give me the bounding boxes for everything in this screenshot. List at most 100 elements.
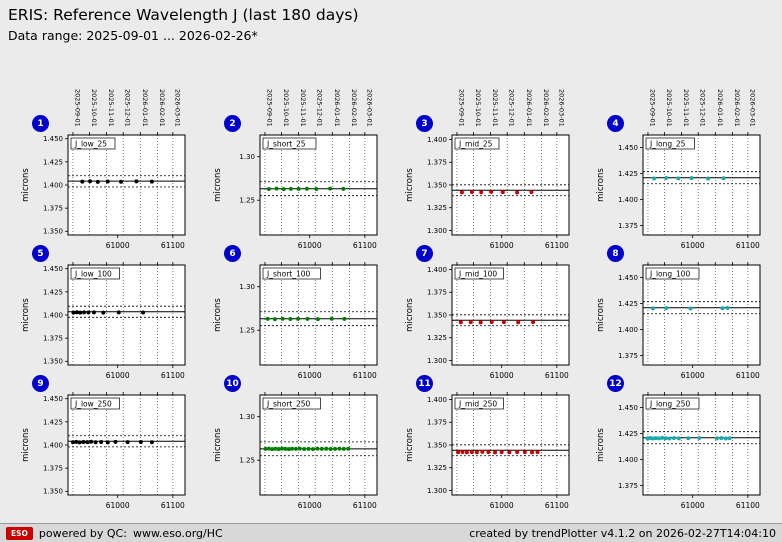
y-axis-label: microns	[21, 298, 31, 332]
date-tick-label: 2025-09-01	[265, 89, 273, 127]
x-tick-label: 61000	[298, 241, 322, 250]
data-points	[80, 179, 154, 184]
date-tick-label: 2026-01-01	[141, 89, 149, 127]
y-tick-label: 1.400	[427, 396, 447, 404]
y-tick-label: 1.325	[427, 464, 447, 472]
y-tick-label: 1.400	[618, 456, 638, 464]
date-tick-label: 2025-10-01	[282, 89, 290, 127]
plot-label: J_short_25	[266, 140, 306, 149]
date-tick-label: 2025-09-01	[73, 89, 81, 127]
y-tick-label: 1.300	[427, 487, 447, 495]
y-tick-label: 1.425	[43, 158, 63, 166]
date-tick-label: 2025-11-01	[491, 89, 499, 127]
plot-badge-1: 1	[32, 115, 49, 132]
created-by-label: created by trendPlotter v4.1.2 on 2026-0…	[469, 526, 776, 540]
subplot-J_long_250: 1.375 1.400 1.425 1.450 61000 61100 J_long_250…	[596, 392, 761, 510]
date-tick-label: 2026-03-01	[173, 89, 181, 127]
y-tick-label: 1.300	[427, 357, 447, 365]
date-tick-label: 2025-12-01	[124, 89, 132, 127]
x-tick-label: 61000	[681, 241, 705, 250]
y-tick-label: 1.350	[427, 311, 447, 319]
y-axis-label: microns	[21, 168, 31, 202]
date-tick-label: 2026-01-01	[525, 89, 533, 127]
x-tick-label: 61100	[161, 501, 185, 510]
x-tick-label: 61100	[161, 371, 185, 380]
y-tick-label: 1.375	[43, 465, 63, 473]
y-tick-label: 1.400	[618, 326, 638, 334]
y-tick-label: 1.400	[427, 136, 447, 144]
y-tick-label: 1.375	[618, 482, 638, 490]
x-tick-label: 61100	[736, 501, 760, 510]
footer-left: ESO powered by QC: www.eso.org/HC	[6, 526, 223, 540]
y-tick-label: 1.375	[43, 205, 63, 213]
plot-badge-10: 10	[224, 375, 241, 392]
x-tick-label: 61000	[106, 241, 130, 250]
footer: ESO powered by QC: www.eso.org/HC create…	[0, 523, 782, 542]
subplot-J_mid_100: 1.300 1.325 1.350 1.375 1.400 61000 61100 J_mid…	[405, 262, 570, 380]
date-tick-label: 2026-02-01	[158, 89, 166, 127]
date-tick-label: 2025-09-01	[457, 89, 465, 127]
x-tick-label: 61000	[298, 371, 322, 380]
y-axis-label: microns	[405, 168, 415, 202]
plot-label: J_long_250	[649, 400, 690, 409]
date-tick-label: 2026-01-01	[716, 89, 724, 127]
plot-label: J_long_25	[649, 140, 686, 149]
date-tick-label: 2025-12-01	[699, 89, 707, 127]
y-tick-label: 1.325	[427, 334, 447, 342]
y-tick-label: 1.400	[43, 181, 63, 189]
date-tick-label: 2025-12-01	[316, 89, 324, 127]
y-axis-label: microns	[213, 428, 223, 462]
date-tick-label: 2026-03-01	[748, 89, 756, 127]
y-tick-label: 1.425	[618, 300, 638, 308]
data-points	[645, 435, 732, 441]
plot-badge-2: 2	[224, 115, 241, 132]
plot-badge-7: 7	[416, 245, 433, 262]
plot-label: J_low_250	[74, 400, 112, 409]
y-tick-label: 1.450	[43, 265, 63, 273]
eso-logo: ESO	[6, 526, 33, 540]
y-tick-label: 1.375	[618, 222, 638, 230]
y-tick-label: 1.350	[427, 441, 447, 449]
y-tick-label: 1.325	[427, 204, 447, 212]
data-points	[265, 316, 347, 322]
y-tick-label: 1.400	[43, 311, 63, 319]
plot-label: J_mid_250	[458, 400, 497, 409]
x-tick-label: 61000	[490, 501, 514, 510]
x-tick-label: 61100	[545, 371, 569, 380]
x-tick-label: 61100	[161, 241, 185, 250]
plot-badge-3: 3	[416, 115, 433, 132]
x-tick-label: 61000	[490, 241, 514, 250]
y-tick-label: 1.450	[618, 404, 638, 412]
plot-badge-6: 6	[224, 245, 241, 262]
qc-link[interactable]: www.eso.org/HC	[132, 526, 223, 540]
plot-label: J_short_100	[266, 270, 311, 279]
subplot-J_low_100: 1.350 1.375 1.400 1.425 1.450 61000 61100 J_low…	[21, 262, 186, 380]
y-axis-label: microns	[596, 298, 606, 332]
data-points	[266, 186, 346, 192]
data-points	[71, 310, 146, 315]
date-tick-label: 2026-01-01	[333, 89, 341, 127]
data-points	[263, 446, 351, 452]
data-points	[456, 449, 540, 455]
plot-label: J_short_250	[266, 400, 311, 409]
date-tick-label: 2025-11-01	[299, 89, 307, 127]
y-tick-label: 1.425	[43, 288, 63, 296]
subplot-J_low_25: 2025-09-01 2025-10-01 2025-11-01 2025-12-01…	[21, 89, 186, 250]
subplot-J_low_250: 1.350 1.375 1.400 1.425 1.450 61000 61100 J_low…	[21, 392, 186, 510]
y-tick-label: 1.375	[427, 159, 447, 167]
x-tick-label: 61100	[353, 241, 377, 250]
date-tick-label: 2025-10-01	[90, 89, 98, 127]
data-points	[652, 176, 726, 181]
y-tick-label: 1.425	[43, 418, 63, 426]
x-tick-label: 61100	[736, 371, 760, 380]
y-tick-label: 1.300	[427, 227, 447, 235]
y-tick-label: 1.375	[427, 419, 447, 427]
y-tick-label: 1.450	[618, 274, 638, 282]
plot-badge-8: 8	[607, 245, 624, 262]
y-tick-label: 1.350	[43, 358, 63, 366]
x-tick-label: 61000	[106, 501, 130, 510]
x-tick-label: 61000	[106, 371, 130, 380]
y-axis-label: microns	[405, 428, 415, 462]
